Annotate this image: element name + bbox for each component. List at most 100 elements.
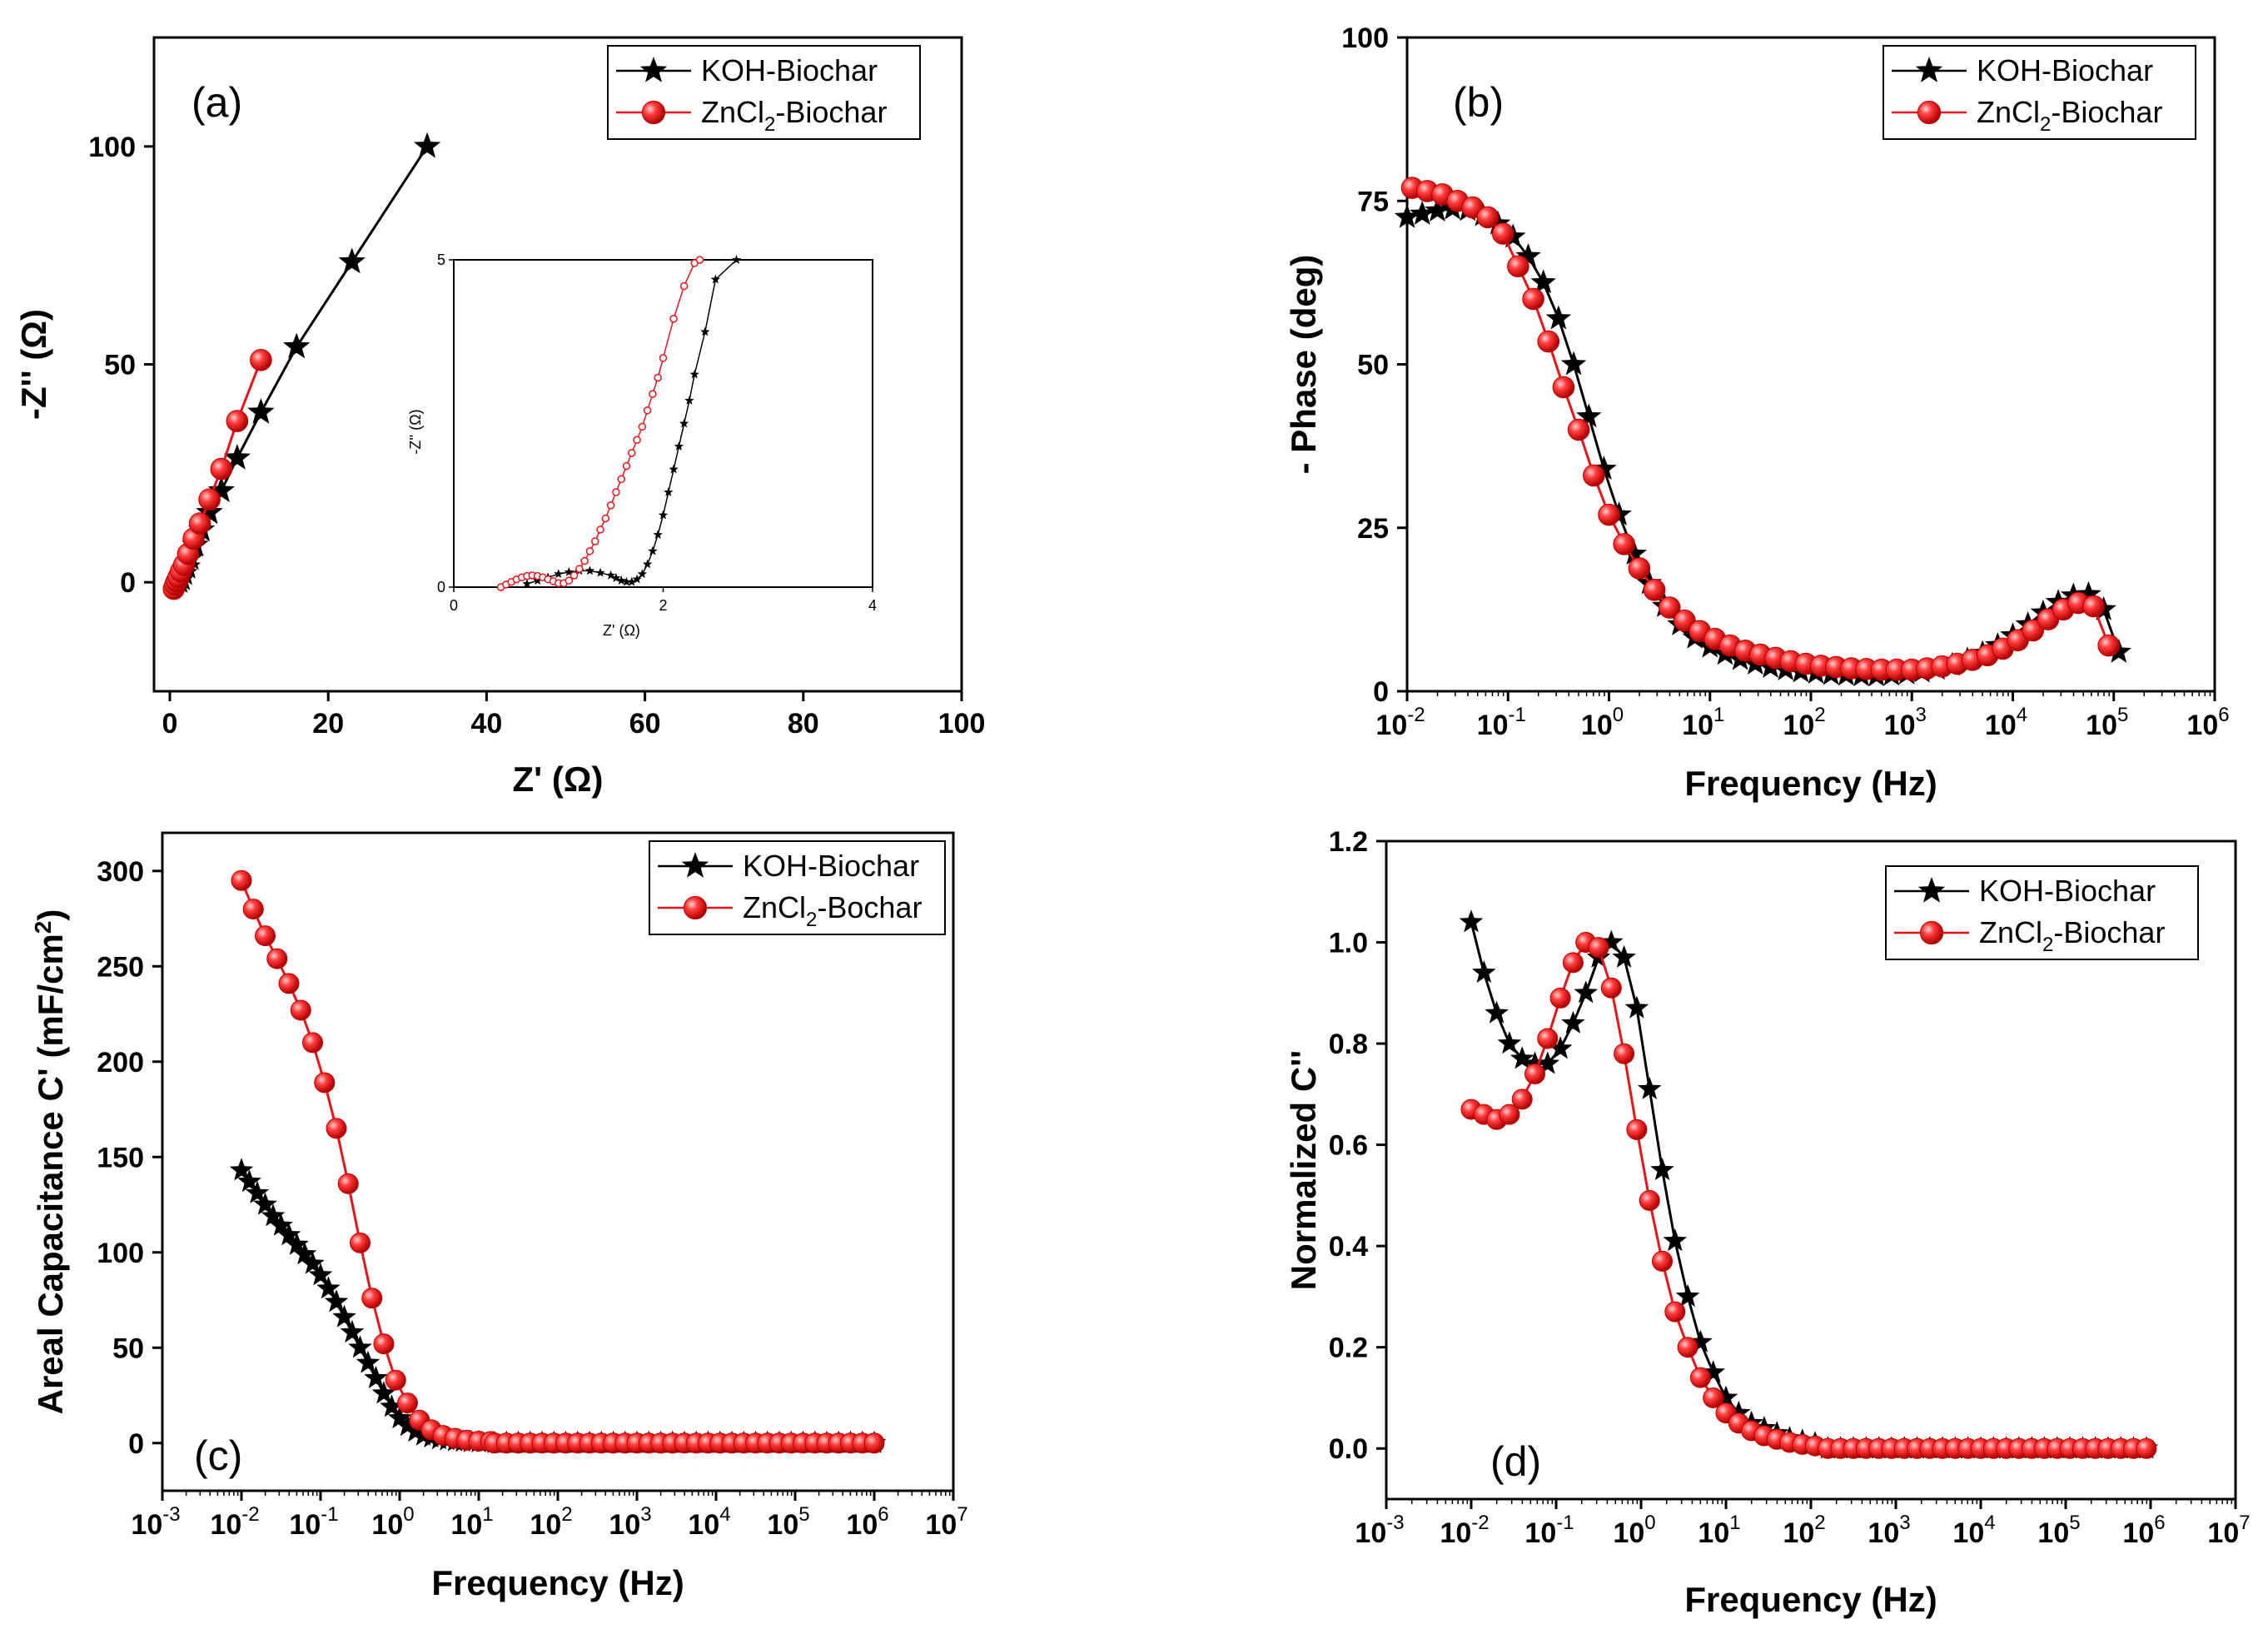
panel-c-xtick-label: 106 — [846, 1503, 888, 1541]
panel-c-zncl2-point — [385, 1369, 406, 1391]
panel-b-zncl2-point — [1598, 503, 1620, 526]
panel-d-zncl2-point — [1626, 1118, 1648, 1140]
panel-c-koh-point — [229, 1158, 254, 1181]
panel-b-xtick-base: 10 — [1884, 710, 1916, 741]
panel-c-ytick-label: 50 — [112, 1333, 144, 1364]
panel-a-inset-koh-point — [584, 565, 595, 575]
legend-marker-koh — [1915, 57, 1943, 82]
panel-c-xtick-exp: -3 — [162, 1503, 180, 1526]
panel-a-xtick-label: 0 — [162, 708, 178, 740]
panel-b-chart: 10-2 10-1 100 101 102 103 104 105 1060255075100F… — [1284, 22, 2230, 803]
panel-a-inset: 0 2 4 0 5 Z' (Ω) -Z'' (Ω) — [407, 252, 877, 639]
legend-label-zncl2-sub: 2 — [2040, 113, 2051, 136]
panel-b-zncl2-point — [1674, 609, 1696, 632]
panel-a-inset-xlabel: Z' (Ω) — [603, 622, 640, 639]
panel-c-koh-point — [356, 1350, 380, 1373]
legend-box — [607, 45, 921, 140]
panel-a-inset-zncl2-point — [649, 390, 657, 398]
panel-c-xtick-exp: 5 — [798, 1503, 809, 1526]
panel-c-xtick-label: 10-2 — [210, 1503, 259, 1541]
panel-c-koh-point — [261, 1203, 286, 1227]
legend-marker-zncl2 — [683, 895, 708, 920]
panel-a-inset-zncl2-point — [591, 537, 599, 545]
panel-d-koh-point — [1637, 1076, 1662, 1099]
panel-d-xtick-exp: 6 — [2154, 1512, 2165, 1534]
panel-a-ytick-label: 0 — [120, 567, 136, 599]
panel-d-koh-point — [1727, 1400, 1751, 1423]
panel-a-inset-koh-point — [674, 441, 684, 451]
panel-c-xtick-label: 105 — [767, 1503, 809, 1541]
panel-b-zncl2-point — [1643, 579, 1666, 601]
panel-d-xtick-exp: 4 — [1984, 1512, 1995, 1534]
legend-marker-koh — [681, 852, 709, 878]
legend-marker-koh — [1917, 877, 1946, 903]
panel-b-xtick-base: 10 — [1985, 710, 2017, 741]
panel-d-koh-point — [1485, 1000, 1509, 1024]
panel-d-zncl2-point — [1689, 1367, 1711, 1388]
panel-a-inset-zncl2-point — [617, 475, 625, 484]
panel-b-xtick-exp: 5 — [2117, 704, 2128, 726]
legend-label-zncl2-rest: -Bochar — [817, 890, 922, 924]
panel-d-ylabel: Normalized C'' — [1284, 1050, 1323, 1290]
panel-d-koh-point — [1650, 1158, 1674, 1181]
panel-d-xtick-base: 10 — [1952, 1517, 1984, 1549]
panel-a-xtick-label: 80 — [788, 708, 819, 740]
panel-c-koh-point — [285, 1232, 309, 1255]
panel-b-xtick-base: 10 — [1477, 710, 1509, 741]
panel-a-inset-koh-point — [700, 326, 710, 336]
panel-b-ytick-label: 75 — [1357, 186, 1389, 217]
panel-b-koh-point — [1530, 269, 1556, 294]
panel-d-zncl2-point — [1562, 952, 1584, 974]
panel-a-inset-koh-point — [637, 569, 648, 579]
panel-a-zncl2-point — [210, 457, 233, 481]
panel-c-label: (c) — [194, 1432, 242, 1479]
panel-d-xtick-base: 10 — [2207, 1517, 2239, 1549]
panel-d-xtick-label: 105 — [2037, 1512, 2080, 1549]
panel-a-inset-zncl2-point — [669, 314, 678, 323]
panel-c-zncl2-point — [278, 973, 300, 994]
panel-a-inset-xtick-label: 4 — [868, 597, 877, 614]
panel-d-koh-point — [1497, 1031, 1522, 1054]
panel-c-zncl2-point — [255, 925, 276, 947]
panel-a-inset-zncl2-point — [643, 406, 652, 415]
panel-d-zncl2-point — [1524, 1064, 1545, 1085]
panel-b-koh-point — [1576, 403, 1602, 428]
panel-d-xtick-exp: 2 — [1814, 1512, 1825, 1534]
panel-d-xtick-exp: 5 — [2069, 1512, 2080, 1534]
panel-b-koh-point — [1425, 197, 1450, 222]
panel-b-koh-point — [1560, 351, 1587, 376]
panel-b-koh-point — [1545, 305, 1572, 330]
panel-a-koh-point — [338, 247, 366, 274]
panel-c-xtick-base: 10 — [767, 1509, 798, 1541]
panel-b-xtick-base: 10 — [1682, 710, 1713, 741]
panel-d-ytick-label: 0.2 — [1329, 1333, 1368, 1364]
panel-a-inset-zncl2-point — [633, 436, 641, 444]
panel-c-koh-point — [301, 1251, 325, 1274]
panel-a-inset-koh-point — [731, 255, 742, 264]
panel-d-xtick-label: 10-3 — [1355, 1512, 1404, 1549]
panel-b-xtick-base: 10 — [2086, 710, 2117, 741]
panel-d-koh-point — [1459, 909, 1484, 933]
panel-d-zncl2-point — [1677, 1337, 1699, 1358]
panel-c-ytick-label: 150 — [97, 1142, 144, 1173]
panel-a-inset-koh-point — [595, 567, 605, 577]
panel-d-koh-point — [1510, 1046, 1534, 1069]
panel-a-zncl2-point — [250, 348, 272, 371]
panel-b-xtick-exp: -1 — [1508, 704, 1525, 726]
legend-label-zncl2-sub: 2 — [764, 113, 775, 136]
panel-c-koh-point — [364, 1365, 388, 1388]
panel-d-koh-point — [1663, 1228, 1688, 1252]
panel-a-koh-point — [413, 132, 441, 158]
panel-c-zncl2-point — [326, 1118, 347, 1139]
panel-b-zncl2-point — [1613, 533, 1635, 555]
panel-d-koh-point — [1689, 1329, 1713, 1353]
legend-label-koh: KOH-Biochar — [701, 53, 878, 87]
panel-d-ytick-label: 0.8 — [1329, 1029, 1368, 1060]
panel-c-zncl2-point — [361, 1288, 383, 1309]
panel-b-koh-point — [2106, 638, 2131, 663]
panel-d-xtick-base: 10 — [1355, 1517, 1386, 1549]
panel-d-xtick-base: 10 — [2122, 1517, 2154, 1549]
panel-a-zncl2-point — [226, 410, 249, 432]
panel-d-koh-point — [1561, 1010, 1585, 1034]
panel-d-zncl2-point — [1499, 1103, 1520, 1125]
